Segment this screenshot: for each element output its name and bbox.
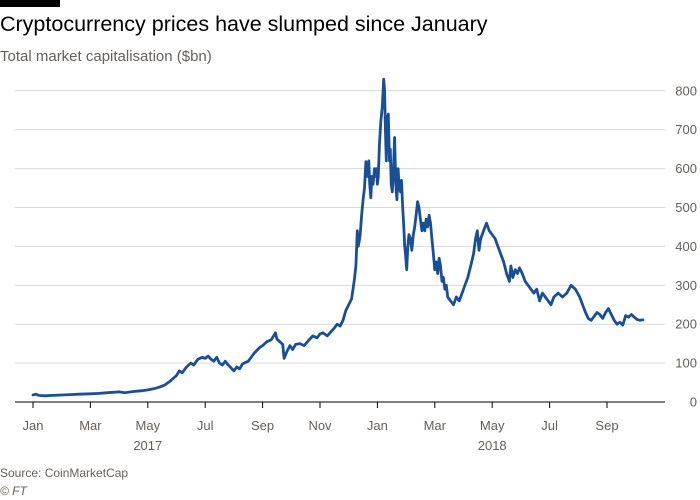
x-axis-labels: Jan Mar May Jul Sep Nov Jan Mar May Jul Sep 2017 201…: [23, 418, 619, 453]
year-label: 2017: [133, 438, 162, 453]
market-cap-line: [31, 77, 645, 398]
x-tick-label: Sep: [251, 418, 274, 433]
y-tick-label: 100: [675, 356, 697, 371]
y-tick-label: 800: [675, 83, 697, 98]
y-tick-label: 600: [675, 161, 697, 176]
x-tick-label: Nov: [308, 418, 332, 433]
ft-top-bar: [0, 0, 60, 7]
y-tick-label: 200: [675, 317, 697, 332]
x-axis: [15, 401, 665, 408]
y-tick-label: 400: [675, 239, 697, 254]
chart-title: Cryptocurrency prices have slumped since…: [0, 12, 488, 36]
ft-credit: © FT: [0, 484, 27, 498]
x-tick-label: Jul: [541, 418, 558, 433]
x-tick-label: Mar: [79, 418, 102, 433]
y-axis-labels: 0 100 200 300 400 500 600 700 800: [675, 83, 697, 409]
x-tick-label: Jan: [367, 418, 388, 433]
series-layer: [31, 77, 645, 398]
x-tick-label: Mar: [424, 418, 447, 433]
chart-subtitle: Total market capitalisation ($bn): [0, 48, 212, 65]
x-tick-label: May: [136, 418, 161, 433]
x-tick-label: Jul: [197, 418, 214, 433]
x-tick-label: May: [480, 418, 505, 433]
source-note: Source: CoinMarketCap: [0, 466, 129, 480]
y-tick-label: 0: [690, 395, 697, 410]
year-label: 2018: [478, 438, 507, 453]
y-tick-label: 300: [675, 278, 697, 293]
y-tick-label: 500: [675, 200, 697, 215]
x-tick-label: Sep: [595, 418, 618, 433]
gridlines: [15, 90, 665, 364]
y-tick-label: 700: [675, 122, 697, 137]
x-tick-label: Jan: [23, 418, 44, 433]
